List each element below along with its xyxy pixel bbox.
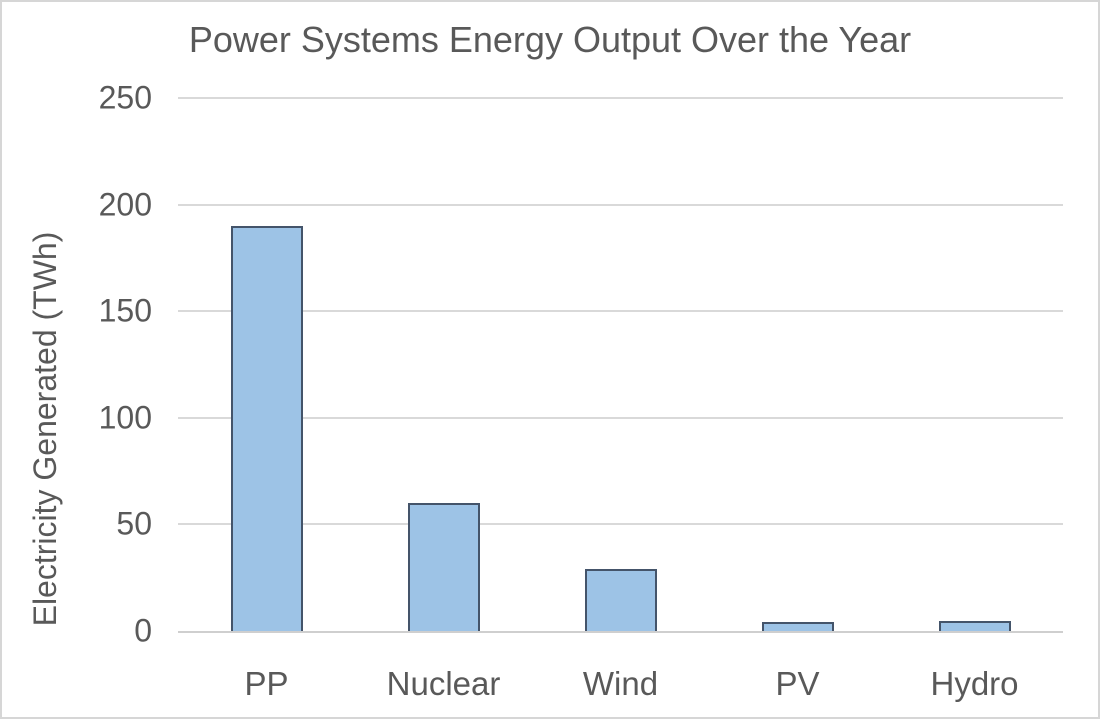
x-label-hydro: Hydro xyxy=(930,665,1019,702)
bar-hydro xyxy=(938,621,1011,631)
y-tick-label-150: 150 xyxy=(98,292,152,329)
x-label-pv: PV xyxy=(775,665,820,702)
plot-area xyxy=(178,97,1063,633)
bar-wind xyxy=(584,569,657,631)
bar-pp xyxy=(230,225,303,631)
bar-slot-hydro xyxy=(886,98,1063,631)
gridline-250 xyxy=(178,97,1063,99)
gridline-200 xyxy=(178,203,1063,206)
bar-slot-pv xyxy=(709,98,886,631)
bar-nuclear xyxy=(407,503,480,631)
bar-slot-pp xyxy=(178,98,355,631)
bar-pv xyxy=(761,622,834,631)
y-tick-label-100: 100 xyxy=(98,399,152,436)
y-tick-label-200: 200 xyxy=(98,186,152,222)
bar-slot-nuclear xyxy=(355,98,532,631)
y-tick-label-50: 50 xyxy=(116,505,152,542)
x-label-wind: Wind xyxy=(582,665,659,702)
x-label-pp: PP xyxy=(244,665,289,702)
x-axis-category-labels: PP Nuclear Wind PV Hydro xyxy=(178,660,1063,708)
y-axis-tick-labels: 0 50 100 150 200 250 xyxy=(2,80,152,648)
chart-title: Power Systems Energy Output Over the Yea… xyxy=(188,19,912,60)
x-label-nuclear: Nuclear xyxy=(386,665,501,702)
gridline-100 xyxy=(178,416,1063,419)
gridline-150 xyxy=(178,310,1063,313)
bar-slot-wind xyxy=(532,98,709,631)
bars-container xyxy=(178,98,1063,631)
y-tick-label-0: 0 xyxy=(134,612,152,649)
gridline-50 xyxy=(178,523,1063,526)
y-tick-label-250: 250 xyxy=(98,79,152,116)
